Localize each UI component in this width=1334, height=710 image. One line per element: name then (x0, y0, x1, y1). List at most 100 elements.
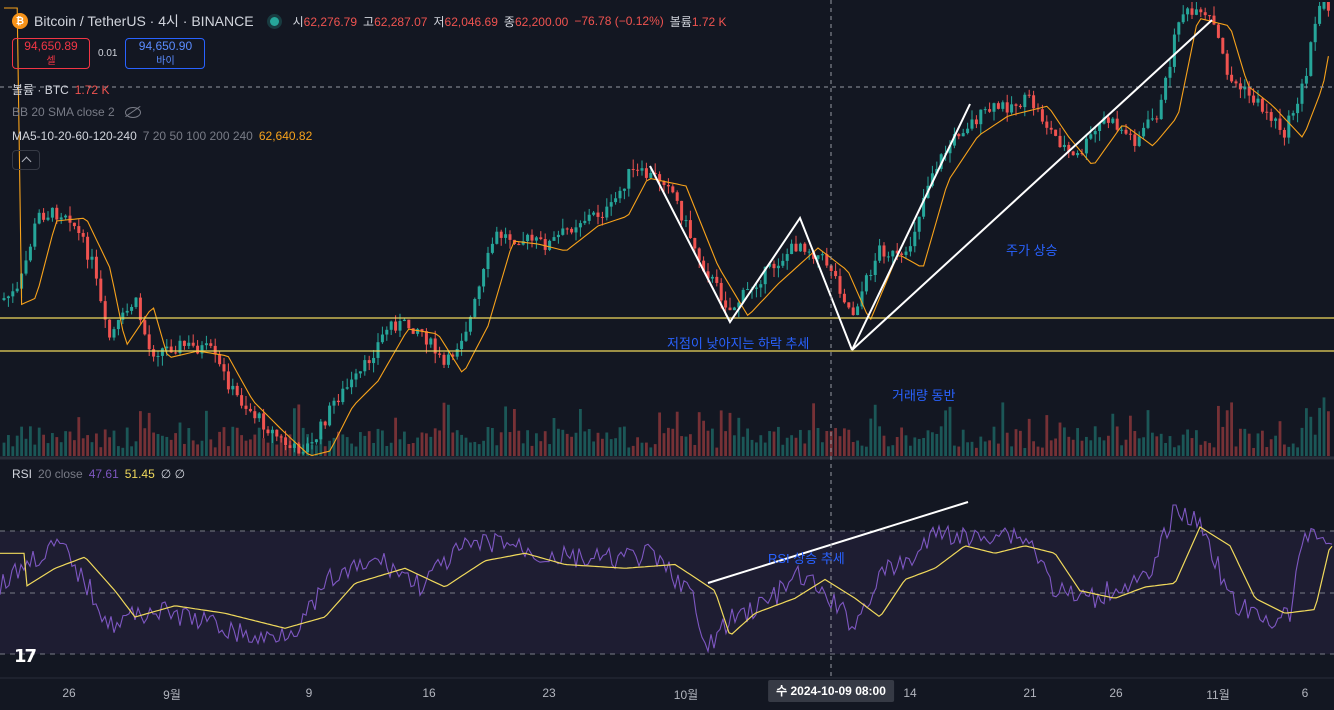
volume-bar (856, 440, 859, 456)
volume-bar (429, 436, 433, 456)
candle-body (913, 231, 917, 247)
candle-body (1005, 102, 1009, 113)
candle-body (81, 233, 85, 237)
x-tick-label: 26 (62, 686, 76, 700)
buy-button[interactable]: 94,650.90 바이 (125, 38, 206, 69)
candle-body (820, 254, 824, 256)
volume-bar (1054, 438, 1057, 456)
candle-body (341, 388, 345, 403)
volume-bar (1190, 438, 1194, 456)
candle-body (451, 354, 455, 357)
ma-legend[interactable]: MA5-10-20-60-120-240 7 20 50 100 200 240… (12, 129, 312, 143)
candle-body (847, 302, 851, 308)
candle-body (526, 234, 530, 242)
candle-body (442, 354, 446, 365)
volume-bar (1313, 434, 1317, 456)
candle-body (653, 172, 657, 175)
candle-body (116, 319, 120, 330)
symbol-title[interactable]: Bitcoin / TetherUS · 4시 · BINANCE (34, 13, 254, 29)
x-tick-label: 9 (305, 686, 313, 700)
volume-bar (1102, 440, 1106, 456)
volume-bar (1041, 447, 1044, 456)
candle-body (279, 436, 283, 438)
annotation-price-rise[interactable]: 주가 상승 (1006, 243, 1058, 258)
candle-body (860, 291, 864, 307)
candle-body (103, 301, 107, 320)
eye-hidden-icon[interactable] (124, 106, 141, 118)
volume-bar (11, 446, 15, 456)
x-tick-label: 16 (422, 686, 436, 700)
volume-bar (1173, 447, 1176, 456)
volume-bar (618, 427, 622, 456)
volume-bar (451, 432, 455, 456)
annotation-volume-along[interactable]: 거래량 동반 (892, 388, 956, 403)
candle-body (1071, 151, 1075, 156)
volume-bar (733, 435, 736, 456)
candle-body (1023, 94, 1027, 108)
candle-body (534, 237, 538, 241)
candle-body (394, 321, 398, 331)
annotation-lower-lows[interactable]: 저점이 낮아지는 하락 추세 (667, 336, 810, 351)
candle-body (213, 345, 217, 355)
annotation-rsi-rise[interactable]: RSI 상승 추세 (768, 551, 845, 566)
volume-bar (1247, 433, 1251, 456)
volume-bar (455, 430, 459, 456)
volume-bar (73, 440, 76, 456)
candle-body (284, 437, 288, 446)
volume-bar (922, 437, 925, 456)
candle-body (746, 288, 750, 290)
volume-bar (1010, 446, 1013, 456)
candle-body (204, 343, 208, 346)
volume-bar (332, 437, 336, 456)
rsi-legend[interactable]: RSI 20 close 47.61 51.45 ∅ ∅ (12, 467, 185, 481)
bb-legend[interactable]: BB 20 SMA close 2 (12, 105, 141, 119)
volume-bar (7, 435, 10, 456)
candle-body (424, 331, 428, 345)
volume-bar (95, 433, 98, 456)
x-tick-label: 9월 (163, 688, 181, 702)
volume-bar (561, 429, 565, 456)
volume-bar (15, 435, 19, 456)
candle-body (138, 297, 142, 321)
volume-bar (724, 431, 727, 456)
candle-body (165, 346, 169, 349)
sell-button[interactable]: 94,650.89 셀 (12, 38, 90, 69)
volume-bar (473, 441, 477, 456)
candle-body (992, 103, 996, 112)
candle-body (94, 256, 98, 279)
volume-bar (433, 428, 437, 456)
candle-body (464, 331, 468, 341)
volume-bar (297, 404, 301, 456)
candle-body (37, 212, 41, 224)
volume-bar (1269, 439, 1273, 456)
volume-bar (1071, 439, 1075, 456)
time-cursor-label: 수 2024-10-09 08:00 (768, 680, 894, 702)
volume-bar (293, 408, 296, 456)
candle-body (754, 287, 758, 289)
candle-body (1287, 115, 1291, 138)
volume-bar (64, 431, 67, 456)
candle-body (631, 169, 635, 171)
candle-body (24, 260, 28, 274)
volume-bar (381, 430, 384, 456)
volume-bar (741, 436, 745, 456)
volume-bar (684, 436, 688, 456)
volume-bar (895, 437, 899, 456)
candle-body (622, 188, 626, 191)
candle-body (477, 286, 481, 300)
volume-bar (508, 432, 512, 456)
volume-bar (583, 431, 587, 456)
candle-body (1106, 117, 1110, 123)
volume-bar (768, 431, 771, 456)
collapse-legend-button[interactable] (12, 150, 40, 170)
volume-bar (323, 446, 327, 456)
volume-legend[interactable]: 볼륨 · BTC 1.72 K (12, 81, 109, 98)
volume-bar (156, 434, 160, 456)
candle-body (50, 207, 54, 218)
volume-bar (1234, 446, 1238, 456)
candle-body (46, 217, 50, 220)
volume-bar (1230, 402, 1233, 456)
candle-body (666, 184, 670, 187)
volume-bar (55, 437, 59, 456)
